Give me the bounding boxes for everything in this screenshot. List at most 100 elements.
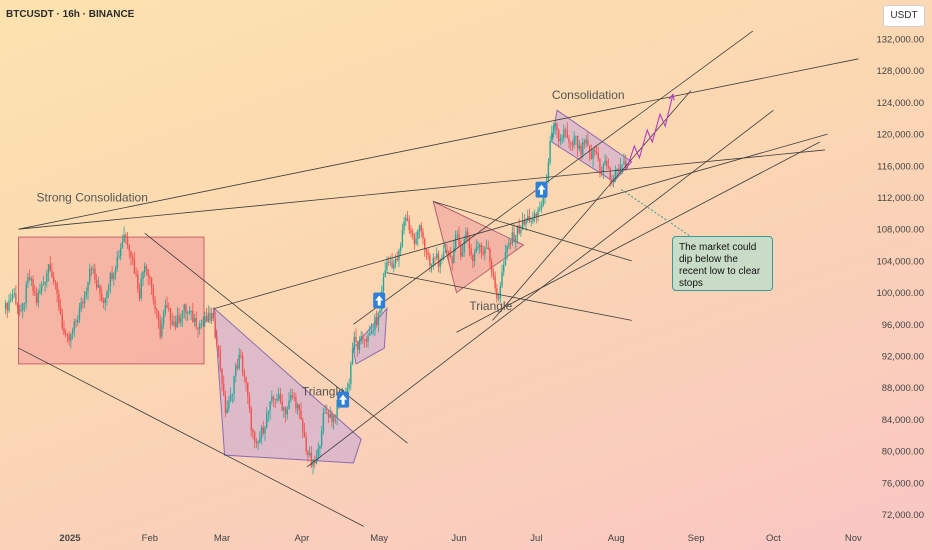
- candle-body: [427, 252, 429, 256]
- y-tick-label: 104,000.00: [876, 256, 924, 267]
- candle-body: [545, 178, 548, 184]
- candle-body: [298, 404, 301, 411]
- candle-body: [231, 393, 234, 395]
- candle-body: [159, 320, 161, 337]
- candle-body: [305, 437, 307, 452]
- candle-body: [147, 269, 149, 277]
- candle-body: [248, 396, 251, 409]
- candle-body: [102, 300, 105, 303]
- candle-body: [358, 341, 361, 350]
- candle-body: [39, 291, 41, 293]
- candle-body: [504, 251, 507, 265]
- candle-body: [561, 138, 563, 140]
- x-tick-label: Jul: [530, 533, 542, 544]
- y-tick-label: 108,000.00: [876, 225, 924, 236]
- candle-body: [180, 317, 182, 323]
- trendline: [492, 90, 692, 321]
- x-tick-label: Feb: [142, 533, 158, 544]
- candle-body: [59, 307, 62, 315]
- arrow-up-icon: [373, 292, 386, 309]
- candle-body: [537, 209, 539, 216]
- callout-note: The market could dip below the recent lo…: [672, 236, 773, 291]
- pattern-shape: [432, 200, 525, 294]
- trendline: [18, 347, 364, 527]
- candle-body: [241, 355, 244, 372]
- candle-body: [319, 445, 321, 449]
- candle-body: [166, 304, 168, 308]
- candle-body: [403, 221, 405, 231]
- currency-unit-button[interactable]: USDT: [883, 5, 925, 27]
- candle-body: [131, 256, 134, 260]
- candle-body: [472, 255, 474, 262]
- candle-body: [255, 441, 258, 444]
- candle-body: [260, 427, 263, 439]
- candle-body: [114, 268, 117, 275]
- candle-body: [16, 304, 19, 308]
- candle-body: [527, 215, 529, 221]
- candle-body: [300, 410, 302, 420]
- candle-body: [580, 145, 582, 155]
- arrow-up-glyph: [375, 295, 384, 306]
- candle-body: [183, 304, 185, 311]
- candle-body: [247, 382, 249, 397]
- candle-body: [506, 246, 508, 252]
- candle-body: [104, 298, 106, 303]
- candle-body: [324, 412, 326, 414]
- candle-body: [211, 313, 213, 321]
- candle-body: [52, 277, 55, 282]
- candle-body: [370, 331, 373, 334]
- candle-body: [66, 334, 69, 335]
- candle-body: [532, 217, 534, 222]
- x-tick-label: Nov: [845, 533, 862, 544]
- candle-body: [604, 160, 606, 164]
- candle-body: [173, 321, 175, 325]
- candle-body: [408, 219, 410, 230]
- candle-body: [465, 231, 467, 240]
- candle-body: [521, 220, 524, 230]
- candle-body: [293, 396, 295, 398]
- candle-body: [73, 321, 75, 331]
- candle-body: [116, 257, 118, 269]
- candle-body: [295, 397, 297, 409]
- candle-body: [126, 237, 129, 246]
- candle-body: [499, 286, 501, 299]
- candle-body: [449, 255, 452, 257]
- candle-body: [592, 149, 594, 160]
- candle-body: [272, 396, 275, 400]
- candle-body: [94, 268, 96, 281]
- projection-path: [625, 94, 674, 170]
- y-tick-label: 96,000.00: [882, 320, 924, 331]
- candle-body: [28, 277, 31, 281]
- candle-body: [515, 235, 517, 242]
- candle-body: [214, 318, 216, 338]
- candle-body: [240, 354, 242, 356]
- candle-body: [118, 256, 120, 258]
- candle-body: [468, 235, 471, 249]
- x-tick-label: Oct: [766, 533, 781, 544]
- candle-body: [588, 145, 591, 153]
- candle-body: [523, 220, 526, 225]
- candle-body: [78, 308, 81, 320]
- candle-body: [157, 310, 160, 321]
- candle-body: [190, 310, 192, 312]
- candle-body: [420, 225, 422, 232]
- candle-body: [288, 400, 290, 410]
- candle-body: [436, 253, 438, 258]
- candle-body: [575, 135, 577, 137]
- candle-body: [286, 409, 288, 415]
- candle-body: [566, 130, 568, 139]
- candle-body: [513, 232, 515, 242]
- candle-body: [223, 383, 225, 396]
- candle-body: [221, 369, 223, 384]
- candle-body: [284, 407, 287, 415]
- candle-body: [83, 295, 86, 304]
- candle-body: [168, 307, 170, 309]
- candle-body: [614, 170, 617, 179]
- candle-body: [46, 272, 48, 283]
- candle-body: [6, 303, 9, 311]
- candle-body: [461, 252, 464, 257]
- candle-body: [446, 250, 448, 252]
- y-tick-label: 120,000.00: [876, 130, 924, 141]
